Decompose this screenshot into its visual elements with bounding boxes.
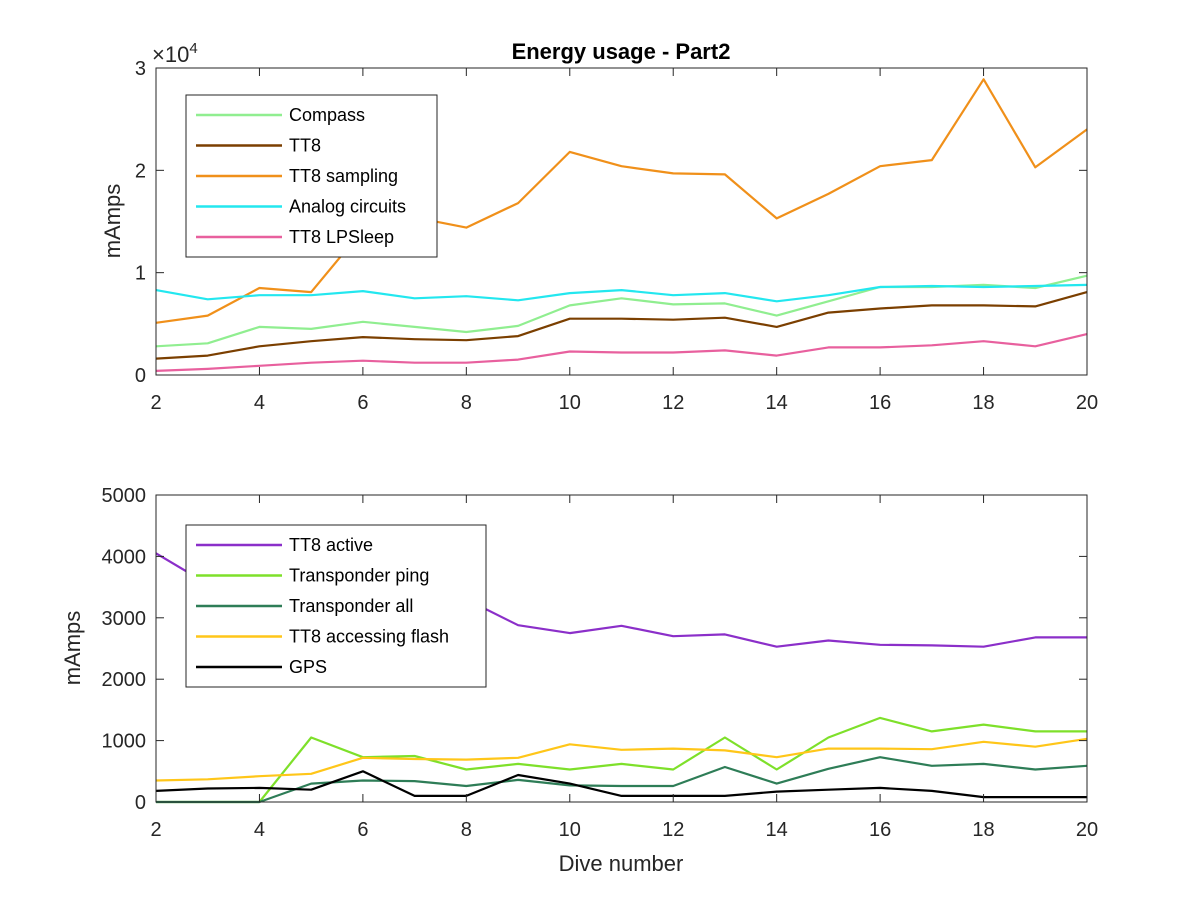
legend-item: Compass	[196, 105, 365, 125]
y-tick-label: 4000	[102, 546, 147, 568]
energy-chart-top: Energy usage - Part2 ×104 mAmps 2 4 6 8 10 12…	[100, 39, 1098, 414]
energy-chart-bottom: Dive number mAmps 2 4 6 8 10 12 14 16 18 20010002…	[60, 485, 1098, 876]
y-tick-label: 1000	[102, 731, 147, 753]
x-tick-label: 18	[972, 392, 994, 414]
series-line-tt8-sampling	[155, 78, 1088, 324]
legend: Compass TT8 TT8 sampling Analog circuits TT8…	[185, 94, 438, 258]
series-lines	[155, 78, 1088, 372]
series-line-tt8-lpsleep	[155, 333, 1088, 372]
x-tick-label: 18	[972, 819, 994, 841]
series-lines	[155, 552, 1088, 804]
legend-label: TT8 LPSleep	[289, 227, 394, 247]
x-tick-label: 16	[869, 819, 891, 841]
legend-label: TT8	[289, 136, 321, 156]
legend-item: TT8	[196, 136, 321, 156]
x-tick-label: 8	[461, 819, 472, 841]
series-line-gps	[155, 770, 1087, 799]
y-tick-label: 0	[135, 365, 146, 387]
x-axis-label: Dive number	[559, 851, 684, 876]
x-tick-label: 10	[559, 392, 581, 414]
series-line-tt8-accessing-flash	[155, 737, 1088, 782]
series-line-transponder-ping	[156, 716, 1087, 804]
x-tick-label: 4	[254, 392, 265, 414]
series-line-analog-circuits	[155, 283, 1088, 303]
legend-label: Transponder all	[289, 596, 413, 616]
axes-box	[155, 494, 1088, 803]
x-tick-label: 14	[766, 819, 788, 841]
y-tick-label: 1	[135, 263, 146, 285]
x-tick-label: 8	[461, 392, 472, 414]
x-tick-label: 12	[662, 392, 684, 414]
y-axis-label: mAmps	[60, 611, 85, 686]
x-tick-label: 6	[357, 392, 368, 414]
series-line-tt8	[155, 291, 1088, 360]
x-tick-label: 2	[150, 392, 161, 414]
y-tick-label: 2	[135, 160, 146, 182]
x-tick-label: 10	[559, 819, 581, 841]
legend-label: TT8 accessing flash	[289, 627, 449, 647]
x-tick-label: 6	[357, 819, 368, 841]
legend-label: TT8 active	[289, 535, 373, 555]
legend-item: TT8 active	[196, 535, 373, 555]
legend-item: TT8 sampling	[196, 166, 398, 186]
legend-label: Compass	[289, 105, 365, 125]
legend-item: Transponder all	[196, 596, 413, 616]
x-tick-label: 20	[1076, 392, 1098, 414]
x-tick-label: 14	[766, 392, 788, 414]
x-tick-label: 12	[662, 819, 684, 841]
legend-item: TT8 accessing flash	[196, 627, 449, 647]
legend-item: Analog circuits	[196, 197, 406, 217]
x-tick-label: 2	[150, 819, 161, 841]
legend-item: Transponder ping	[196, 566, 429, 586]
series-line-transponder-all	[156, 756, 1088, 804]
y-tick-label: 0	[135, 792, 146, 814]
y-axis-label: mAmps	[100, 184, 125, 259]
axes: 2 4 6 8 10 12 14 16 18 20 0 1000 2000 3000 4000 5000	[102, 485, 1099, 841]
y-tick-label: 5000	[102, 485, 147, 507]
legend-label: Analog circuits	[289, 197, 406, 217]
axes-box	[155, 67, 1088, 376]
legend-item: TT8 LPSleep	[196, 227, 394, 247]
legend-item: GPS	[196, 657, 327, 677]
x-tick-label: 16	[869, 392, 891, 414]
y-tick-label: 2000	[102, 669, 147, 691]
chart-title: Energy usage - Part2	[512, 39, 731, 64]
y-exponent-label: ×104	[152, 40, 198, 67]
legend-label: TT8 sampling	[289, 166, 398, 186]
legend-label: Transponder ping	[289, 566, 429, 586]
y-tick-label: 3	[135, 58, 146, 80]
legend: TT8 active Transponder ping Transponder al…	[185, 524, 487, 688]
legend-label: GPS	[289, 657, 327, 677]
x-tick-label: 4	[254, 819, 265, 841]
y-tick-label: 3000	[102, 608, 147, 630]
x-tick-label: 20	[1076, 819, 1098, 841]
